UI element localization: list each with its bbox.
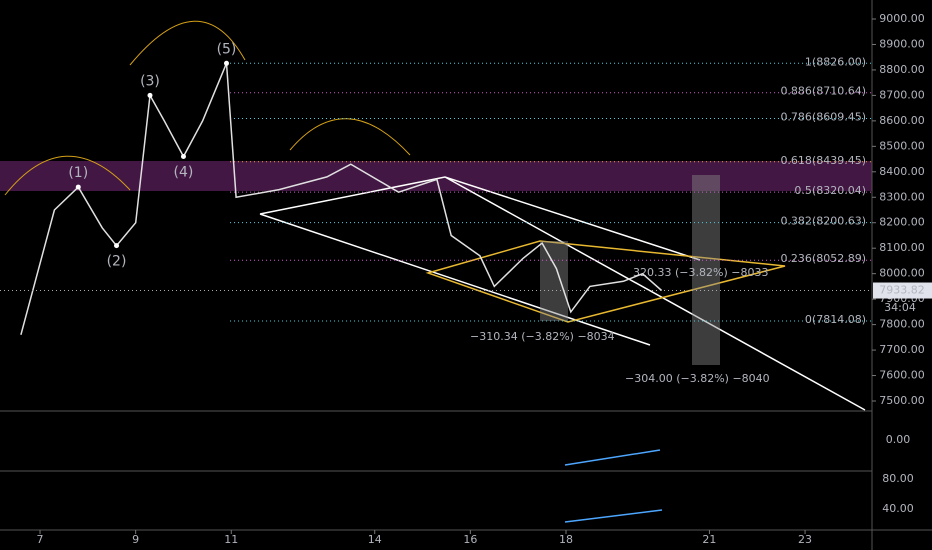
measure-label: −304.00 (−3.82%) −8040 <box>625 372 770 385</box>
x-tick-label: 9 <box>132 533 139 546</box>
y-tick-label: 8600.00 <box>879 114 925 127</box>
fib-label: 0.886(8710.64) <box>780 85 866 98</box>
measure-box <box>692 175 720 365</box>
fib-label: 0.618(8439.45) <box>780 154 866 167</box>
wave-point <box>75 184 81 190</box>
wave-point <box>223 60 229 66</box>
divergence-line <box>564 509 663 523</box>
y-tick-label: 8300.00 <box>879 190 925 203</box>
fib-label: 0.5(8320.04) <box>794 184 866 197</box>
triangle <box>425 240 786 323</box>
x-tick-label: 7 <box>37 533 44 546</box>
arc <box>4 20 411 196</box>
y-tick-label: 8900.00 <box>879 37 925 50</box>
osc-tick: 0.00 <box>886 433 911 446</box>
wave-point <box>180 154 186 160</box>
last-price-box <box>873 282 932 299</box>
x-tick-label: 14 <box>368 533 382 546</box>
osc-tick: 80.00 <box>882 472 914 485</box>
y-tick-label: 7800.00 <box>879 318 925 331</box>
fib-label: 0.786(8609.45) <box>780 110 866 123</box>
measure-label: 320.33 (−3.82%) −8033 <box>633 266 768 279</box>
y-tick-label: 7500.00 <box>879 394 925 407</box>
trendline <box>259 176 866 411</box>
x-tick-label: 18 <box>559 533 573 546</box>
fib-label: 0.236(8052.89) <box>780 252 866 265</box>
y-tick-label: 7600.00 <box>879 369 925 382</box>
last-price: 7933.82 <box>879 284 925 297</box>
y-tick-label: 8500.00 <box>879 139 925 152</box>
y-tick-label: 9000.00 <box>879 12 925 25</box>
timer: 34:04 <box>884 301 916 314</box>
wave-label: (3) <box>140 73 160 89</box>
x-tick-label: 23 <box>798 533 812 546</box>
price-line <box>20 63 663 335</box>
wave-point <box>114 243 120 249</box>
fib-label: 1(8826.00) <box>805 55 866 68</box>
fib-label: 0.382(8200.63) <box>780 215 866 228</box>
fib-label: 0(7814.08) <box>805 313 866 326</box>
wave-label: (4) <box>174 165 194 181</box>
y-tick-label: 8400.00 <box>879 165 925 178</box>
y-tick-label: 8000.00 <box>879 267 925 280</box>
measure-box <box>540 241 568 321</box>
y-tick-label: 8100.00 <box>879 241 925 254</box>
wave-point <box>147 92 153 98</box>
x-tick-label: 21 <box>702 533 716 546</box>
y-tick-label: 8700.00 <box>879 88 925 101</box>
x-tick-label: 11 <box>224 533 238 546</box>
osc-tick: 40.00 <box>882 502 914 515</box>
wave-label: (5) <box>217 41 237 57</box>
y-tick-label: 8800.00 <box>879 63 925 76</box>
measure-label: −310.34 (−3.82%) −8034 <box>470 330 615 343</box>
x-tick-label: 16 <box>463 533 477 546</box>
wave-label: (1) <box>68 165 88 181</box>
divergence-line <box>564 449 661 466</box>
y-tick-label: 7700.00 <box>879 343 925 356</box>
wave-label: (2) <box>107 254 127 270</box>
resistance-zone <box>0 161 872 191</box>
y-tick-label: 8200.00 <box>879 216 925 229</box>
